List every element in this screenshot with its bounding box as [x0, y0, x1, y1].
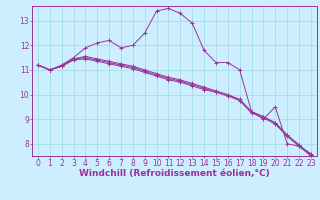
X-axis label: Windchill (Refroidissement éolien,°C): Windchill (Refroidissement éolien,°C) — [79, 169, 270, 178]
